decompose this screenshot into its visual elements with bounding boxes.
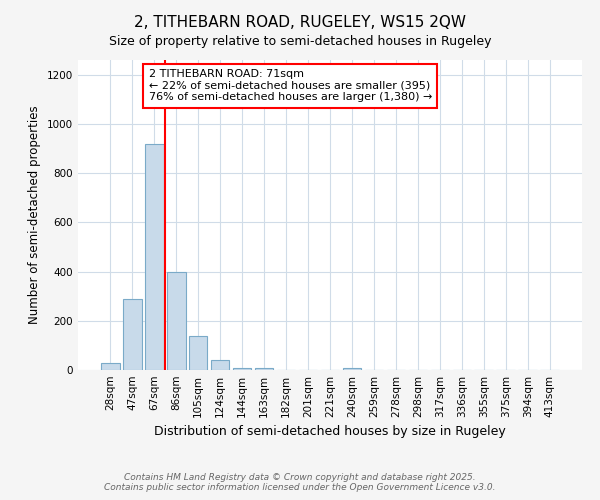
Bar — [145, 144, 164, 370]
Bar — [211, 360, 229, 370]
Text: 2 TITHEBARN ROAD: 71sqm
← 22% of semi-detached houses are smaller (395)
76% of s: 2 TITHEBARN ROAD: 71sqm ← 22% of semi-de… — [149, 70, 432, 102]
Y-axis label: Number of semi-detached properties: Number of semi-detached properties — [28, 106, 41, 324]
Text: Contains HM Land Registry data © Crown copyright and database right 2025.
Contai: Contains HM Land Registry data © Crown c… — [104, 473, 496, 492]
Bar — [343, 368, 361, 370]
Bar — [101, 362, 119, 370]
Bar — [233, 368, 251, 370]
X-axis label: Distribution of semi-detached houses by size in Rugeley: Distribution of semi-detached houses by … — [154, 426, 506, 438]
Bar — [255, 368, 274, 370]
Bar — [189, 336, 208, 370]
Bar — [167, 272, 185, 370]
Text: Size of property relative to semi-detached houses in Rugeley: Size of property relative to semi-detach… — [109, 35, 491, 48]
Bar — [123, 298, 142, 370]
Text: 2, TITHEBARN ROAD, RUGELEY, WS15 2QW: 2, TITHEBARN ROAD, RUGELEY, WS15 2QW — [134, 15, 466, 30]
